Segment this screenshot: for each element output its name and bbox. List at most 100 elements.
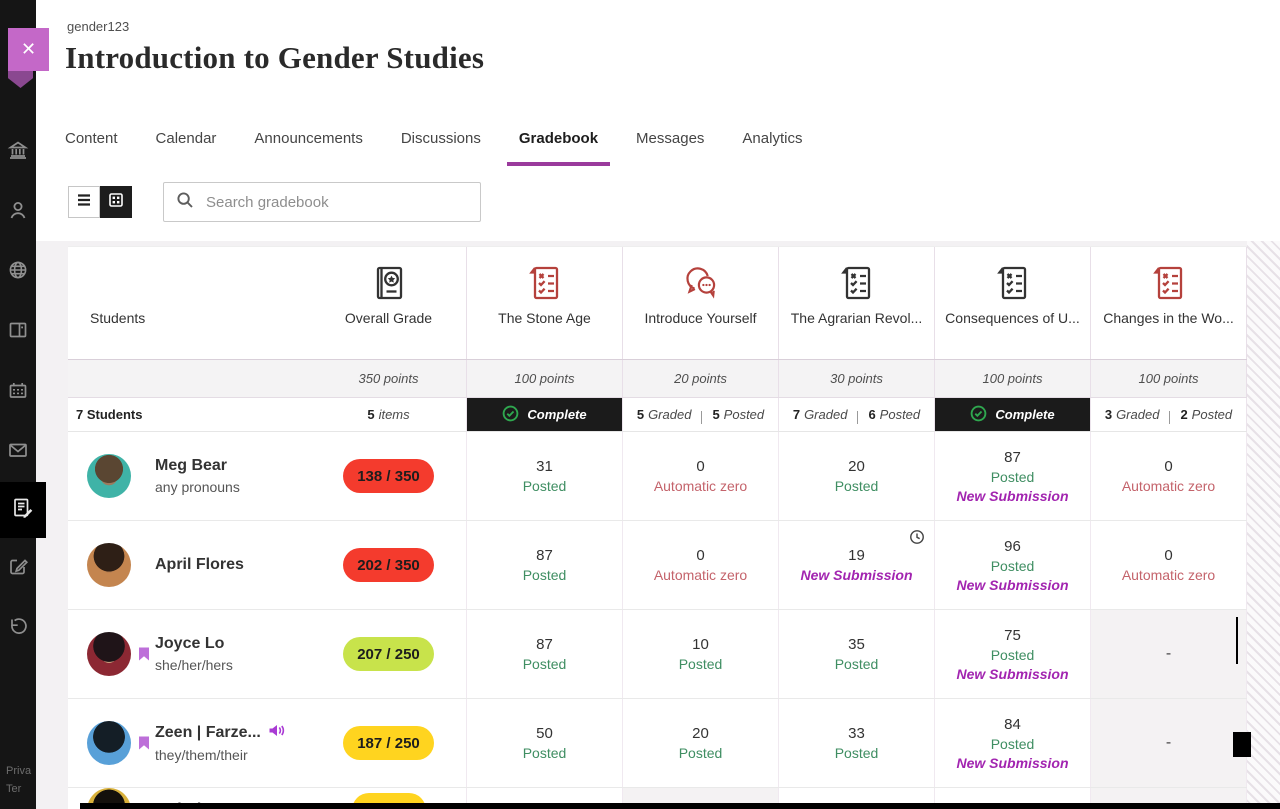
checklist-icon bbox=[991, 260, 1035, 306]
posted-number: 6 bbox=[868, 407, 876, 422]
column-header-overall-grade[interactable]: Overall Grade bbox=[311, 247, 467, 359]
grade-cell[interactable]: 0 Automatic zero bbox=[623, 521, 779, 609]
student-pronouns: she/her/hers bbox=[155, 657, 233, 673]
overall-grade-pill[interactable]: 138 / 350 bbox=[343, 459, 434, 493]
tab-discussions[interactable]: Discussions bbox=[400, 129, 481, 147]
grade-journal-icon bbox=[367, 260, 411, 306]
student-cell[interactable]: Zeen | Farze... they/them/their bbox=[68, 699, 311, 787]
calendar-icon bbox=[7, 379, 29, 406]
grade-cell[interactable]: 96 Posted New Submission bbox=[935, 521, 1091, 609]
bookmark-icon bbox=[138, 736, 150, 751]
view-toggle bbox=[68, 186, 132, 218]
mail-icon bbox=[7, 439, 29, 466]
search-icon bbox=[176, 191, 194, 214]
pronounce-speaker-icon[interactable] bbox=[268, 723, 285, 743]
complete-badge[interactable]: Complete bbox=[935, 398, 1091, 431]
tab-calendar[interactable]: Calendar bbox=[155, 129, 217, 147]
overall-grade-pill[interactable]: 207 / 250 bbox=[343, 637, 434, 671]
sidebar-item-content[interactable] bbox=[0, 302, 36, 362]
student-cell[interactable]: April Flores bbox=[68, 521, 311, 609]
student-name[interactable]: April Flores bbox=[155, 556, 244, 573]
student-cell[interactable]: Meg Bear any pronouns bbox=[68, 432, 311, 520]
sidebar-item-messages[interactable] bbox=[0, 422, 36, 482]
student-name[interactable]: Zeen | Farze... bbox=[155, 723, 285, 743]
points-row: 350 points 100 points 20 points 30 point… bbox=[68, 360, 1247, 398]
student-cell[interactable]: Joyce Lo she/her/hers bbox=[68, 610, 311, 698]
student-pronouns: any pronouns bbox=[155, 479, 240, 495]
grade-cell[interactable]: 33 Posted bbox=[779, 699, 935, 787]
course-header: gender123 Introduction to Gender Studies bbox=[36, 0, 1280, 110]
items-number: 5 bbox=[367, 407, 375, 422]
grade-cell[interactable]: 20 Posted bbox=[623, 699, 779, 787]
tab-analytics[interactable]: Analytics bbox=[742, 129, 803, 147]
column-header-stone-age[interactable]: The Stone Age bbox=[467, 247, 623, 359]
grade-cell[interactable]: 87 Posted bbox=[467, 521, 623, 609]
overall-grade-cell[interactable]: 187 / 250 bbox=[311, 699, 467, 787]
privacy-link[interactable]: Priva bbox=[6, 765, 32, 777]
divider bbox=[857, 411, 859, 424]
grade-cell[interactable]: 50 Posted bbox=[467, 699, 623, 787]
tab-messages[interactable]: Messages bbox=[636, 129, 705, 147]
course-nav: Content Calendar Announcements Discussio… bbox=[36, 110, 1280, 167]
grid-view-button[interactable] bbox=[100, 186, 132, 218]
column-header-changes[interactable]: Changes in the Wo... bbox=[1091, 247, 1247, 359]
grade-cell-empty[interactable]: - bbox=[1091, 610, 1247, 698]
column-header-agrarian-revolution[interactable]: The Agrarian Revol... bbox=[779, 247, 935, 359]
scroll-indicator-thumb[interactable] bbox=[1233, 732, 1251, 757]
grade-cell-empty[interactable]: - bbox=[1091, 699, 1247, 787]
tab-announcements[interactable]: Announcements bbox=[254, 129, 363, 147]
column-header-introduce-yourself[interactable]: Introduce Yourself bbox=[623, 247, 779, 359]
sidebar-item-calendar[interactable] bbox=[0, 362, 36, 422]
overall-grade-pill[interactable]: 202 / 350 bbox=[343, 548, 434, 582]
avatar bbox=[87, 632, 131, 676]
column-label: The Agrarian Revol... bbox=[790, 310, 923, 326]
overall-grade-cell[interactable]: 138 / 350 bbox=[311, 432, 467, 520]
graded-posted-status: 3 Graded 2 Posted bbox=[1091, 398, 1247, 431]
column-label: Introduce Yourself bbox=[644, 310, 757, 326]
grade-cell[interactable]: 84 Posted New Submission bbox=[935, 699, 1091, 787]
grade-cell[interactable]: 87 Posted New Submission bbox=[935, 432, 1091, 520]
bottom-edge-bar bbox=[80, 803, 1280, 809]
grade-cell[interactable]: 20 Posted bbox=[779, 432, 935, 520]
column-label: Students bbox=[90, 310, 146, 326]
complete-badge[interactable]: Complete bbox=[467, 398, 623, 431]
student-name[interactable]: Meg Bear bbox=[155, 457, 228, 474]
overall-grade-cell[interactable]: 207 / 250 bbox=[311, 610, 467, 698]
students-count: 7 Students bbox=[76, 407, 143, 422]
sidebar-item-institution[interactable] bbox=[0, 122, 36, 182]
student-name[interactable]: Joyce Lo bbox=[155, 635, 225, 652]
posted-number: 2 bbox=[1180, 407, 1188, 422]
grade-cell[interactable]: 75 Posted New Submission bbox=[935, 610, 1091, 698]
overall-grade-pill[interactable]: 187 / 250 bbox=[343, 726, 434, 760]
sidebar-item-gradebook[interactable] bbox=[0, 482, 46, 538]
tab-content[interactable]: Content bbox=[65, 129, 118, 147]
points-cell: 30 points bbox=[779, 360, 935, 397]
grade-cell[interactable]: 35 Posted bbox=[779, 610, 935, 698]
tab-gradebook[interactable]: Gradebook bbox=[506, 110, 611, 166]
complete-label: Complete bbox=[527, 407, 587, 422]
clock-icon bbox=[909, 529, 925, 545]
grid-header-row: Students Overall Grade The Stone Age Int… bbox=[68, 246, 1247, 360]
grade-cell[interactable]: 0 Automatic zero bbox=[1091, 521, 1247, 609]
sidebar-item-globe[interactable] bbox=[0, 242, 36, 302]
list-view-button[interactable] bbox=[68, 186, 100, 218]
grade-cell[interactable]: 0 Automatic zero bbox=[623, 432, 779, 520]
grade-cell[interactable]: 0 Automatic zero bbox=[1091, 432, 1247, 520]
student-pronouns: they/them/their bbox=[155, 747, 248, 763]
terms-link[interactable]: Ter bbox=[6, 783, 22, 795]
sidebar-item-profile[interactable] bbox=[0, 182, 36, 242]
close-course-button[interactable]: ✕ bbox=[8, 28, 49, 71]
divider bbox=[1169, 411, 1171, 424]
sidebar-item-compose[interactable] bbox=[0, 538, 36, 598]
column-header-consequences[interactable]: Consequences of U... bbox=[935, 247, 1091, 359]
points-cell: 100 points bbox=[1091, 360, 1247, 397]
grade-cell[interactable]: 19 New Submission bbox=[779, 521, 935, 609]
check-circle-icon bbox=[970, 405, 987, 425]
grade-cell[interactable]: 87 Posted bbox=[467, 610, 623, 698]
grade-cell[interactable]: 10 Posted bbox=[623, 610, 779, 698]
overall-grade-cell[interactable]: 202 / 350 bbox=[311, 521, 467, 609]
grade-cell[interactable]: 31 Posted bbox=[467, 432, 623, 520]
search-input[interactable] bbox=[204, 192, 468, 212]
sidebar-item-signout[interactable] bbox=[0, 598, 36, 658]
check-circle-icon bbox=[502, 405, 519, 425]
